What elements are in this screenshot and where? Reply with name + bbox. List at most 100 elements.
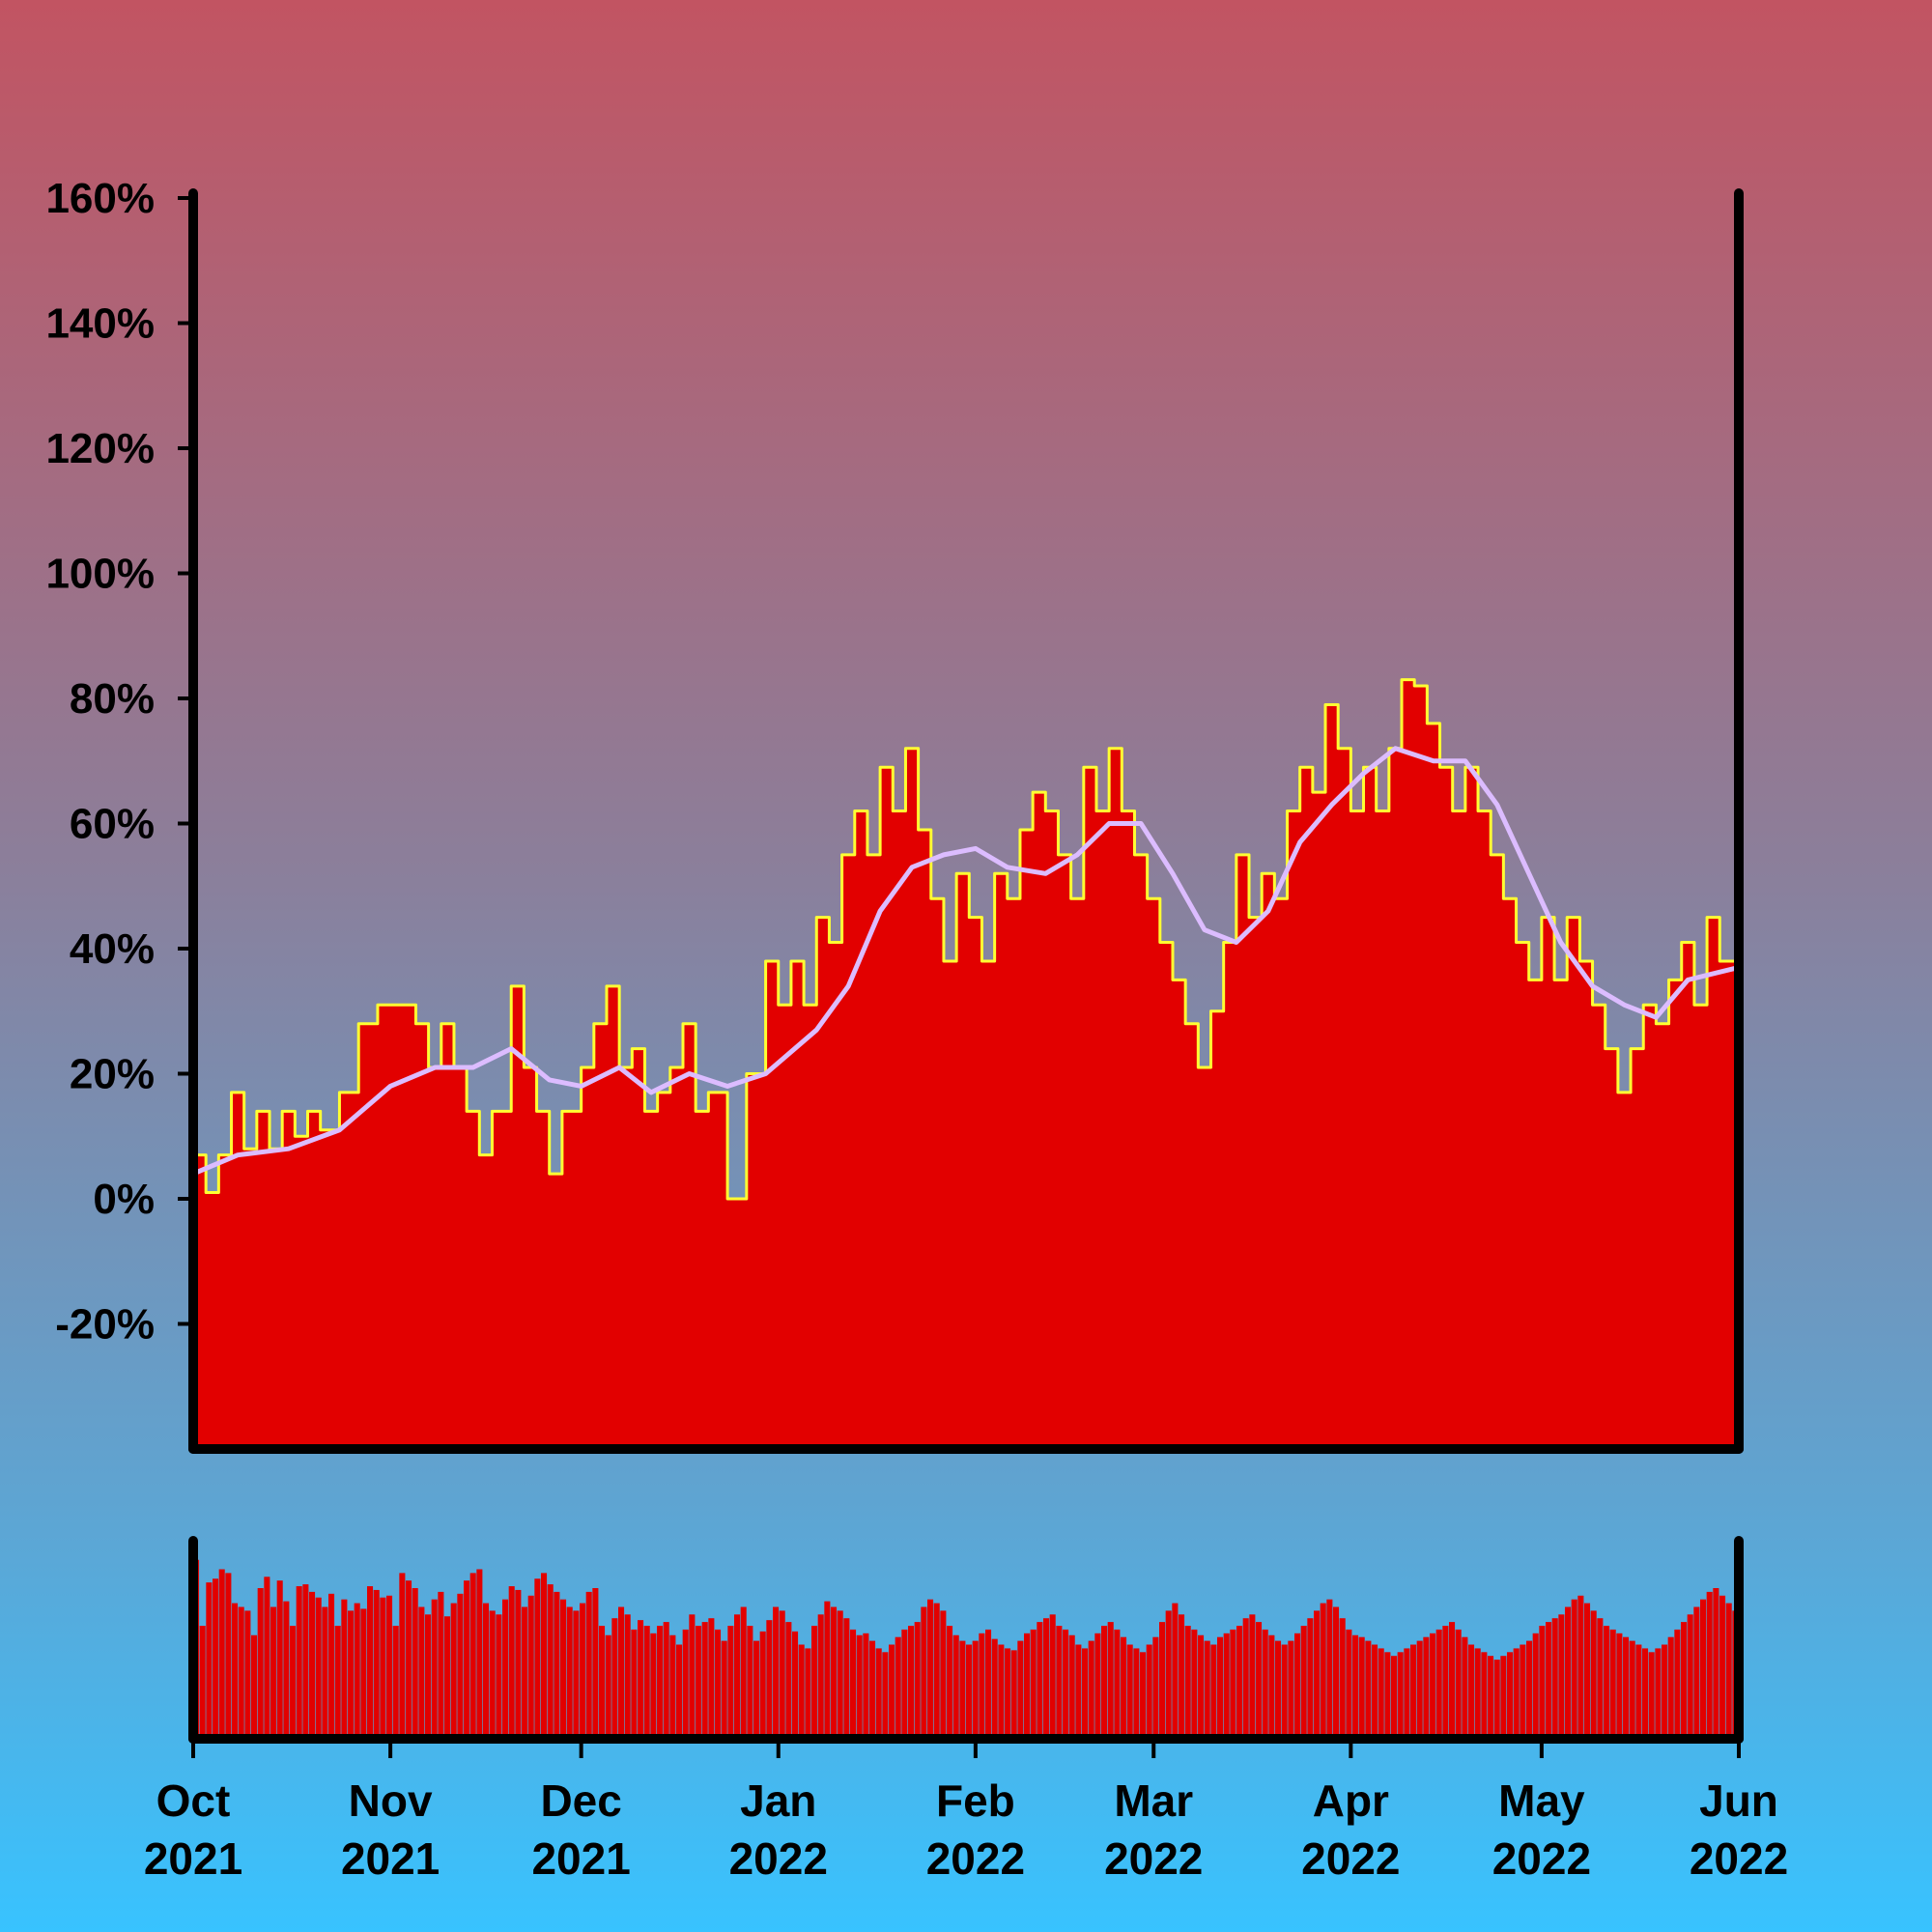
volume-bar-165 (1256, 1622, 1263, 1739)
volume-bar-169 (1281, 1644, 1288, 1739)
volume-bar-60 (580, 1603, 586, 1739)
volume-bar-232 (1687, 1614, 1693, 1739)
area-outline (193, 678, 1741, 1201)
volume-bar-54 (541, 1573, 548, 1739)
volume-bar-14 (283, 1601, 290, 1739)
volume-bar-173 (1307, 1618, 1314, 1739)
volume-bar-217 (1590, 1610, 1597, 1739)
volume-bar-236 (1713, 1588, 1719, 1739)
volume-bar-149 (1152, 1636, 1159, 1739)
volume-bar-208 (1532, 1633, 1539, 1739)
volume-bar-63 (599, 1626, 606, 1739)
volume-bar-85 (740, 1606, 747, 1739)
volume-bar-106 (875, 1648, 882, 1739)
volume-bar-57 (560, 1599, 567, 1739)
volume-bar-190 (1416, 1640, 1423, 1739)
volume-bar-127 (1010, 1650, 1017, 1739)
area-fill (193, 679, 1739, 1449)
x-tick-year: 2022 (1301, 1833, 1400, 1884)
volume-bar-130 (1030, 1629, 1037, 1739)
x-tick-year: 2022 (729, 1833, 828, 1884)
volume-bar-117 (947, 1626, 953, 1739)
volume-bar-206 (1520, 1644, 1526, 1739)
x-tick-month: May (1498, 1776, 1585, 1826)
volume-bar-109 (895, 1636, 901, 1739)
y-tick-label: 40% (70, 925, 155, 973)
volume-bar-86 (747, 1626, 753, 1739)
x-tick-year: 2022 (1690, 1833, 1788, 1884)
volume-bar-15 (290, 1626, 297, 1739)
volume-bar-121 (972, 1640, 979, 1739)
volume-bar-174 (1314, 1610, 1321, 1739)
volume-bar-2 (206, 1582, 213, 1739)
volume-bar-7 (238, 1606, 244, 1739)
volume-bar-75 (676, 1644, 683, 1739)
volume-bar-87 (753, 1640, 760, 1739)
volume-bar-43 (469, 1573, 476, 1739)
volume-bar-17 (302, 1584, 309, 1739)
y-tick-label: 0% (93, 1176, 155, 1223)
moving-average-line (192, 746, 1740, 1177)
volume-bar-167 (1268, 1634, 1275, 1739)
volume-bar-155 (1191, 1629, 1198, 1739)
volume-bar-135 (1063, 1629, 1069, 1739)
y-tick-label: 160% (45, 175, 155, 222)
volume-bar-10 (257, 1588, 264, 1739)
volume-bar-112 (914, 1622, 921, 1739)
volume-bar-28 (373, 1589, 380, 1739)
volume-bar-171 (1294, 1633, 1301, 1739)
volume-bar-228 (1662, 1644, 1668, 1739)
volume-bar-126 (1005, 1648, 1011, 1739)
volume-bar-133 (1049, 1614, 1056, 1739)
volume-bar-49 (508, 1586, 515, 1739)
volume-bar-74 (669, 1634, 676, 1739)
volume-bar-6 (232, 1603, 239, 1739)
volume-bar-90 (773, 1606, 780, 1739)
volume-bar-64 (605, 1634, 611, 1739)
volume-bar-97 (817, 1614, 824, 1739)
volume-bar-9 (251, 1634, 258, 1739)
volume-bar-229 (1667, 1636, 1674, 1739)
volume-bar-13 (276, 1580, 283, 1739)
volume-bar-148 (1146, 1644, 1152, 1739)
volume-bar-187 (1397, 1652, 1404, 1739)
volume-bar-94 (798, 1644, 805, 1739)
volume-bar-114 (927, 1599, 934, 1739)
volume-bar-145 (1126, 1644, 1133, 1739)
volume-bar-235 (1706, 1591, 1713, 1739)
volume-bar-193 (1435, 1629, 1442, 1739)
volume-bar-23 (341, 1599, 348, 1739)
volume-bar-124 (991, 1638, 998, 1739)
volume-bar-143 (1114, 1629, 1121, 1739)
volume-bar-158 (1210, 1644, 1217, 1739)
x-tick-month: Oct (156, 1776, 231, 1826)
volume-bar-107 (882, 1652, 889, 1739)
volume-bar-61 (585, 1591, 592, 1739)
axes: -20% 0% 20% 40% 60% 80% 100% 120% 140% 160% Oct 202… (45, 175, 1788, 1884)
x-tick-year: 2022 (926, 1833, 1025, 1884)
volume-bar-207 (1526, 1640, 1533, 1739)
volume-bar-157 (1204, 1640, 1210, 1739)
volume-bar-29 (380, 1597, 386, 1739)
volume-bar-147 (1140, 1652, 1147, 1739)
volume-bar-139 (1088, 1640, 1094, 1739)
volume-bar-46 (489, 1610, 496, 1739)
volume-bar-4 (218, 1569, 225, 1739)
volume-bar-31 (392, 1626, 399, 1739)
volume-bar-152 (1172, 1603, 1179, 1739)
volume-bar-180 (1352, 1634, 1359, 1739)
volume-bar-115 (933, 1603, 940, 1739)
volume-bar-186 (1391, 1656, 1398, 1739)
volume-bar-120 (966, 1644, 973, 1739)
volume-bar-140 (1094, 1633, 1101, 1739)
volume-bar-53 (534, 1578, 541, 1739)
volume-bar-102 (850, 1629, 857, 1739)
volume-bar-111 (908, 1626, 915, 1739)
volume-bar-214 (1571, 1599, 1577, 1739)
y-tick-label: 60% (70, 801, 155, 848)
x-tick-month: Dec (540, 1776, 621, 1826)
volume-bar-215 (1577, 1595, 1584, 1739)
volume-bar-83 (727, 1626, 734, 1739)
volume-bar-166 (1262, 1629, 1268, 1739)
volume-bar-195 (1449, 1622, 1456, 1739)
